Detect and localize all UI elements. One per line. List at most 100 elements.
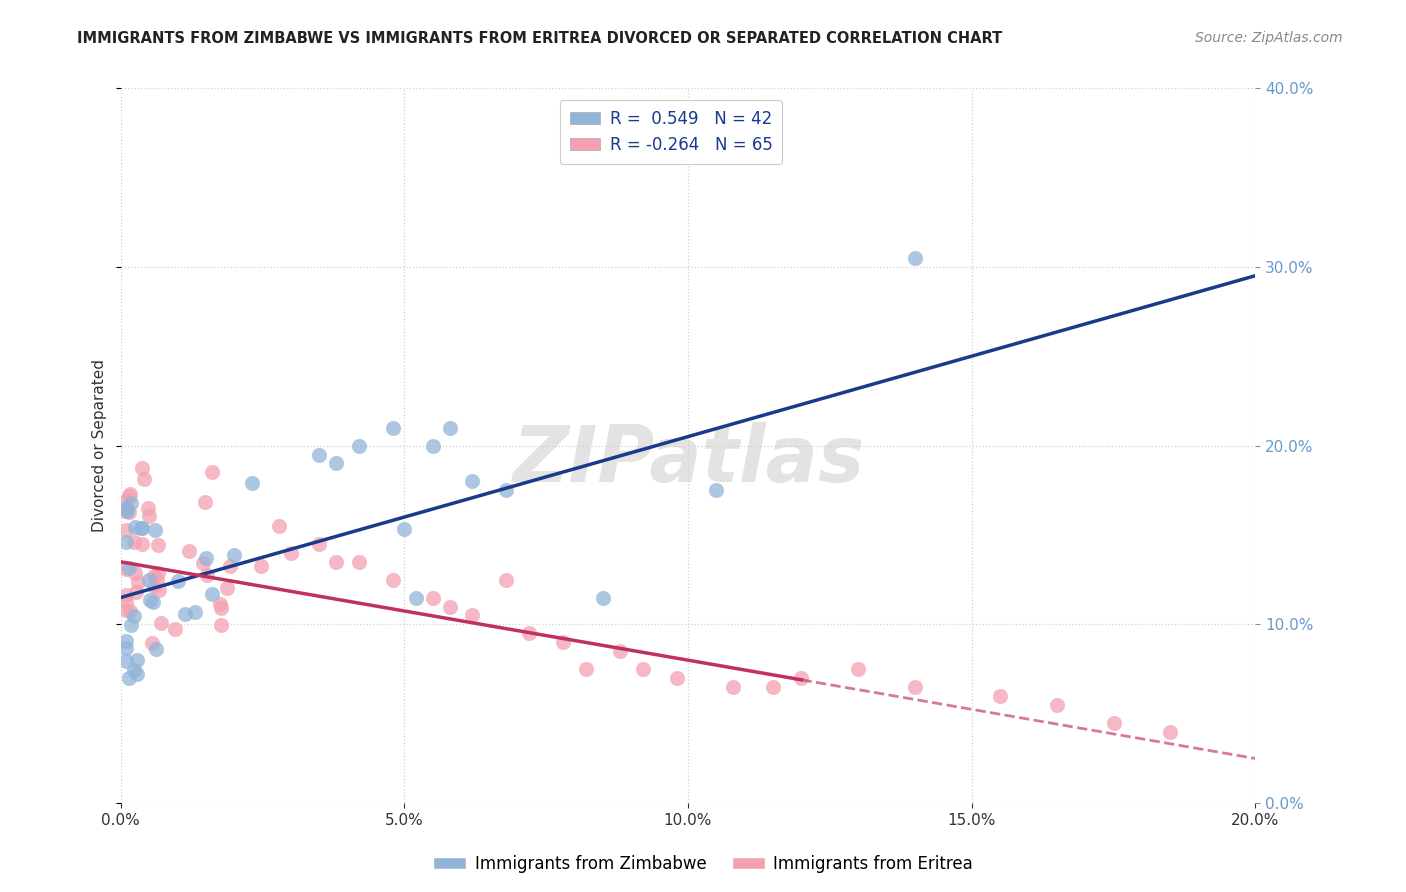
Point bbox=[138, 593, 160, 607]
Point bbox=[422, 591, 444, 605]
Point bbox=[163, 622, 186, 636]
Point bbox=[218, 559, 240, 574]
Point bbox=[195, 550, 218, 565]
Point bbox=[146, 566, 169, 580]
Point bbox=[439, 599, 461, 614]
Point bbox=[115, 534, 138, 549]
Point bbox=[117, 504, 139, 518]
Point bbox=[115, 654, 138, 668]
Point bbox=[209, 618, 232, 632]
Point bbox=[125, 653, 148, 667]
Point bbox=[381, 420, 404, 434]
Point bbox=[846, 662, 869, 676]
Point bbox=[422, 439, 444, 453]
Point bbox=[148, 582, 170, 597]
Point bbox=[146, 574, 169, 588]
Point bbox=[118, 505, 141, 519]
Point bbox=[145, 641, 167, 656]
Point bbox=[120, 487, 142, 501]
Point bbox=[148, 538, 170, 552]
Point bbox=[1102, 715, 1125, 730]
Point bbox=[125, 585, 148, 599]
Legend: R =  0.549   N = 42, R = -0.264   N = 65: R = 0.549 N = 42, R = -0.264 N = 65 bbox=[560, 100, 782, 164]
Point bbox=[129, 521, 152, 535]
Point bbox=[143, 579, 166, 593]
Point bbox=[988, 689, 1011, 703]
Point bbox=[115, 588, 138, 602]
Point bbox=[115, 602, 138, 616]
Text: ZIPatlas: ZIPatlas bbox=[512, 422, 865, 498]
Point bbox=[325, 555, 347, 569]
Point bbox=[115, 633, 138, 648]
Point bbox=[179, 544, 201, 558]
Point bbox=[124, 519, 146, 533]
Point bbox=[762, 680, 785, 694]
Point bbox=[122, 663, 145, 677]
Point bbox=[136, 501, 159, 516]
Y-axis label: Divorced or Separated: Divorced or Separated bbox=[93, 359, 107, 532]
Point bbox=[124, 566, 146, 580]
Point bbox=[174, 607, 197, 622]
Point bbox=[115, 523, 138, 537]
Point bbox=[120, 617, 142, 632]
Point bbox=[115, 594, 138, 608]
Point bbox=[131, 537, 153, 551]
Point bbox=[250, 559, 273, 574]
Point bbox=[193, 557, 215, 571]
Point bbox=[115, 503, 138, 517]
Point bbox=[222, 548, 245, 562]
Point bbox=[405, 591, 427, 605]
Point bbox=[439, 420, 461, 434]
Point bbox=[904, 251, 927, 265]
Point bbox=[240, 475, 263, 490]
Point bbox=[280, 546, 302, 560]
Point bbox=[208, 597, 231, 611]
Point bbox=[495, 573, 517, 587]
Point bbox=[904, 680, 927, 694]
Point bbox=[124, 608, 146, 623]
Point bbox=[118, 489, 141, 503]
Point bbox=[1159, 724, 1181, 739]
Point bbox=[553, 635, 575, 649]
Point bbox=[127, 666, 149, 681]
Point bbox=[141, 636, 163, 650]
Point bbox=[308, 448, 330, 462]
Point bbox=[143, 523, 166, 537]
Point bbox=[381, 573, 404, 587]
Point bbox=[115, 500, 138, 515]
Point bbox=[517, 626, 540, 640]
Point bbox=[131, 521, 153, 535]
Point bbox=[124, 535, 146, 549]
Point bbox=[120, 496, 142, 510]
Point bbox=[115, 493, 138, 508]
Point bbox=[706, 483, 728, 498]
Point bbox=[325, 457, 347, 471]
Point bbox=[209, 600, 232, 615]
Point bbox=[115, 641, 138, 656]
Point bbox=[167, 574, 190, 589]
Point bbox=[308, 537, 330, 551]
Point bbox=[142, 595, 165, 609]
Point bbox=[631, 662, 654, 676]
Point bbox=[184, 605, 207, 619]
Point bbox=[138, 509, 160, 524]
Point bbox=[575, 662, 598, 676]
Point bbox=[118, 561, 141, 575]
Point bbox=[120, 603, 142, 617]
Point bbox=[115, 561, 138, 575]
Point bbox=[201, 587, 224, 601]
Point bbox=[194, 495, 217, 509]
Point bbox=[609, 644, 631, 658]
Point bbox=[118, 671, 141, 685]
Point bbox=[665, 671, 688, 685]
Point bbox=[217, 582, 239, 596]
Point bbox=[138, 573, 160, 587]
Point bbox=[127, 575, 149, 590]
Point bbox=[790, 671, 813, 685]
Point bbox=[461, 608, 484, 623]
Text: Source: ZipAtlas.com: Source: ZipAtlas.com bbox=[1195, 31, 1343, 45]
Point bbox=[723, 680, 745, 694]
Point bbox=[394, 522, 416, 536]
Point bbox=[1046, 698, 1069, 712]
Point bbox=[134, 473, 156, 487]
